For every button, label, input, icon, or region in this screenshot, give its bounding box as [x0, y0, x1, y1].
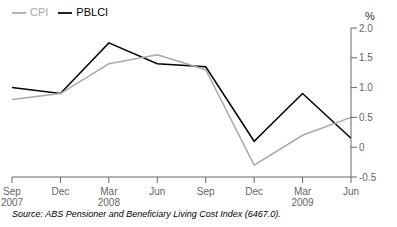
svg-text:Jun: Jun — [149, 186, 165, 197]
svg-text:2.0: 2.0 — [359, 23, 373, 34]
svg-text:%: % — [365, 10, 375, 22]
svg-text:Dec: Dec — [245, 186, 263, 197]
svg-text:0.5: 0.5 — [359, 112, 373, 123]
svg-text:Dec: Dec — [52, 186, 70, 197]
html-text:PBLCI: PBLCI — [76, 6, 109, 18]
svg-text:Jun: Jun — [343, 186, 359, 197]
html-text:CPI: CPI — [30, 6, 49, 18]
html-text:Source: ABS Pensioner and Bene: Source: ABS Pensioner and Beneficiary Li… — [12, 209, 281, 219]
svg-text:Sep2007: Sep2007 — [8, 186, 24, 207]
svg-text:1.0: 1.0 — [359, 82, 373, 93]
svg-text:Sep: Sep — [197, 186, 215, 197]
svg-text:Mar2009: Mar2009 — [291, 186, 314, 207]
svg-text:Mar2008: Mar2008 — [98, 186, 121, 207]
svg-text:0: 0 — [359, 142, 365, 153]
svg-text:1.5: 1.5 — [359, 52, 373, 63]
svg-text:-0.5: -0.5 — [359, 172, 377, 183]
